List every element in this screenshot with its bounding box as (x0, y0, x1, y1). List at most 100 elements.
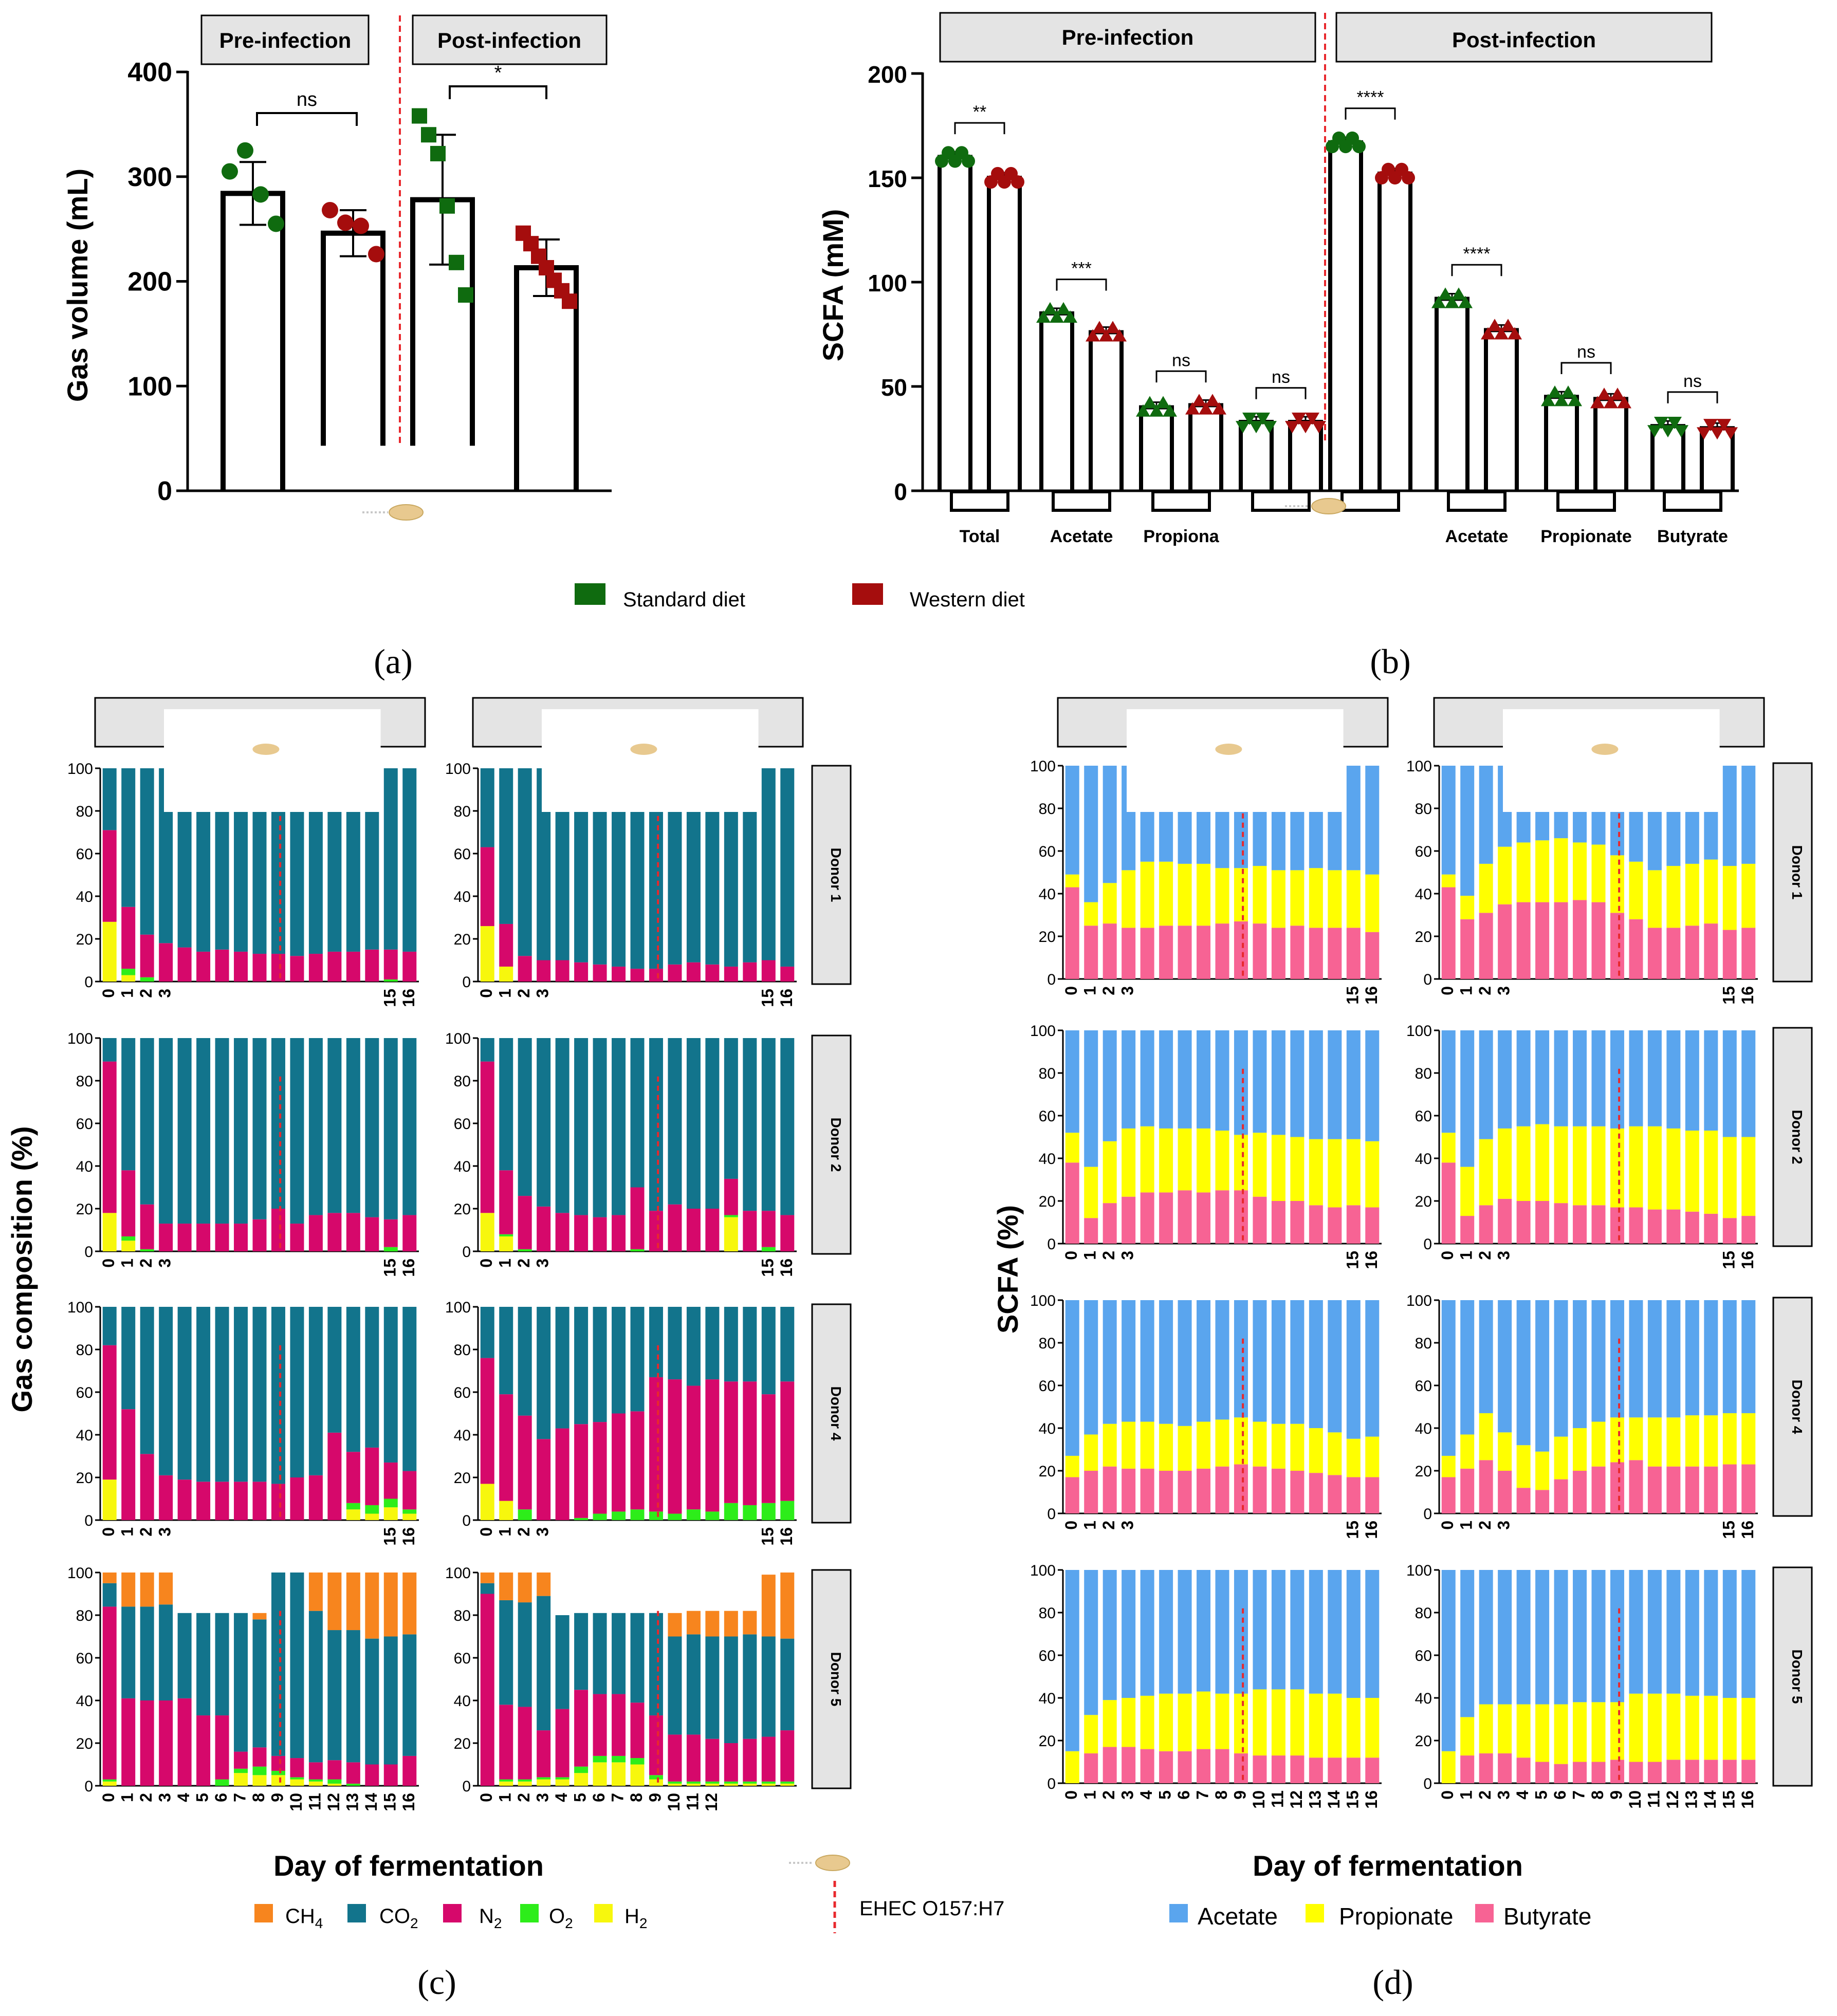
panel-d-stacked-bar-segment (1328, 1030, 1342, 1139)
panel-c-day-tick-label: 16 (399, 1259, 418, 1277)
panel-b-bar (1377, 171, 1412, 492)
panel-c-stacked-bar-segment (402, 1634, 417, 1756)
panel-c-stacked-bar-segment (159, 943, 173, 982)
panel-c-stacked-bar-segment (724, 1307, 738, 1382)
panel-b-data-point (1710, 427, 1724, 440)
panel-d-stacked-bar-segment (1140, 1570, 1154, 1696)
panel-c-donor-label: Donor 4 (828, 1386, 844, 1441)
panel-a-letter: (a) (374, 642, 412, 681)
panel-c-stacked-bar-segment (252, 1038, 267, 1219)
panel-d-stacked-bar-segment (1197, 926, 1211, 979)
panel-c-stacked-bar-segment (177, 1224, 192, 1251)
panel-c-stacked-bar-segment (102, 1606, 117, 1780)
panel-d-stacked-bar-segment (1328, 1693, 1342, 1758)
panel-d-day-tick-label: 1 (1081, 1790, 1099, 1800)
panel-a-pre-infection-strip (200, 14, 370, 65)
panel-c-day-tick-label: 5 (571, 1793, 590, 1802)
panel-d-facet-y-tick-label: 20 (1039, 929, 1056, 946)
panel-d-facet-y-tick-label: 100 (1406, 1023, 1432, 1040)
panel-d-stacked-bar-segment (1271, 1755, 1285, 1783)
legend-h2-text: H (624, 1905, 639, 1928)
legend-ch4-subscript: 4 (315, 1915, 323, 1931)
panel-c-day-tick-label: 2 (137, 989, 155, 998)
panel-d-stacked-bar-segment (1479, 1205, 1493, 1244)
panel-d-stacked-bar-segment (1610, 855, 1624, 913)
panel-c-day-tick-label: 6 (590, 1793, 608, 1802)
panel-c-stacked-bar-segment (668, 1783, 682, 1786)
panel-d-stacked-bar-segment (1573, 1428, 1587, 1471)
panel-c-donor-label: Donor 1 (828, 848, 844, 902)
panel-c-stacked-bar-segment (668, 1781, 682, 1784)
panel-d-stacked-bar-segment (1159, 1300, 1173, 1424)
panel-d-stacked-bar-segment (1666, 1128, 1681, 1210)
panel-d-facet-y-tick-label: 60 (1415, 1648, 1432, 1664)
panel-d-facet-y-tick-label: 20 (1039, 1463, 1056, 1480)
panel-c-stacked-bar-segment (705, 1307, 720, 1380)
panel-c-stacked-bar-segment (761, 1503, 776, 1520)
panel-d-stacked-bar-segment (1460, 1216, 1475, 1244)
panel-d-stacked-bar-segment (1234, 868, 1248, 921)
panel-c-stacked-bar-segment (518, 1602, 532, 1707)
panel-c-stacked-bar-segment (743, 1738, 757, 1782)
panel-b-data-point (1568, 394, 1582, 406)
panel-d-stacked-bar-segment (1215, 1419, 1229, 1467)
panel-d-stacked-bar-segment (1666, 1693, 1681, 1760)
panel-d-stacked-bar-segment (1591, 1205, 1606, 1244)
panel-c-stacked-bar-segment (102, 1345, 117, 1480)
panel-c-stacked-bar-segment (761, 1394, 776, 1503)
panel-c-day-tick-label: 3 (534, 1793, 552, 1802)
panel-c-stacked-bar-segment (649, 1038, 663, 1211)
panel-c-day-tick-label: 10 (287, 1793, 305, 1811)
panel-c-day-tick-label: 2 (515, 1793, 533, 1802)
panel-d-donor-label: Donor 1 (1789, 845, 1805, 900)
panel-a-data-point (449, 254, 464, 270)
panel-c-stacked-bar-segment (252, 1747, 267, 1767)
panel-d-stacked-bar-segment (1647, 1300, 1662, 1418)
panel-d-stacked-bar-segment (1328, 1570, 1342, 1694)
panel-b-data-point (1554, 394, 1569, 406)
panel-c-day-tick-label: 0 (477, 1793, 495, 1802)
panel-d-stacked-bar-segment (1346, 1477, 1361, 1513)
panel-d-facet-y-tick-label: 60 (1415, 1378, 1432, 1395)
panel-b-data-point (1402, 171, 1415, 184)
panel-c-stacked-bar-segment (215, 1224, 229, 1251)
panel-d-stacked-bar-segment (1498, 846, 1512, 904)
panel-b-data-point (1561, 385, 1575, 398)
panel-c-day-tick-label: 8 (249, 1793, 268, 1802)
panel-d-stacked-bar-segment (1328, 1300, 1342, 1433)
panel-c-stacked-bar-segment (140, 1204, 154, 1249)
panel-d-day-tick-label: 13 (1682, 1790, 1700, 1809)
panel-d-stacked-bar-segment (1365, 1300, 1380, 1437)
panel-c-stacked-bar-segment (383, 1247, 398, 1251)
panel-d-stacked-bar-segment (1103, 1423, 1117, 1467)
panel-a-bar (321, 230, 385, 446)
panel-d-stacked-bar-segment (1159, 1030, 1173, 1129)
panel-d-stacked-bar-segment (1253, 1755, 1267, 1783)
panel-d-stacked-bar-segment (1441, 1751, 1456, 1783)
panel-b-data-point (1199, 402, 1213, 415)
panel-b-bar (938, 155, 972, 492)
panel-d-stacked-bar-segment (1516, 842, 1531, 902)
panel-a-y-ticks: 0 100 200 300 400 (127, 58, 188, 506)
panel-c-stacked-bar-segment (518, 1707, 532, 1780)
panel-c-stacked-bar-segment (761, 1736, 776, 1782)
panel-d-facet-y-tick-label: 80 (1039, 1065, 1056, 1082)
panel-d-stacked-bar-segment (1441, 887, 1456, 979)
panel-c-stacked-bar-segment (499, 1170, 513, 1234)
panel-c-stacked-bar-segment (308, 1762, 323, 1780)
panel-d-facet-y-tick-label: 80 (1039, 801, 1056, 818)
panel-d-stacked-bar-segment (1253, 1570, 1267, 1690)
panel-a-gas-volume-chart: Gas volume (mL) 0 100 200 300 400 ns * Pre-in… (61, 14, 612, 681)
panel-d-stacked-bar-segment (1290, 1137, 1305, 1201)
panel-b-significance-bracket (1345, 107, 1396, 120)
legend-acetate-swatch (1169, 1904, 1188, 1922)
panel-b-data-point (1445, 295, 1459, 308)
panel-c-stacked-bar-segment (327, 1783, 342, 1786)
panel-c-stacked-bar-segment (574, 1613, 589, 1690)
panel-c-stacked-bar-segment (499, 1038, 513, 1171)
panel-d-day-tick-label: 3 (1118, 1790, 1137, 1800)
panel-d-stacked-bar-segment (1722, 930, 1737, 979)
panel-c-stacked-bar-segment (383, 949, 398, 979)
panel-d-stacked-bar-segment (1722, 1464, 1737, 1513)
panel-d-stacked-bar-segment (1610, 1300, 1624, 1418)
